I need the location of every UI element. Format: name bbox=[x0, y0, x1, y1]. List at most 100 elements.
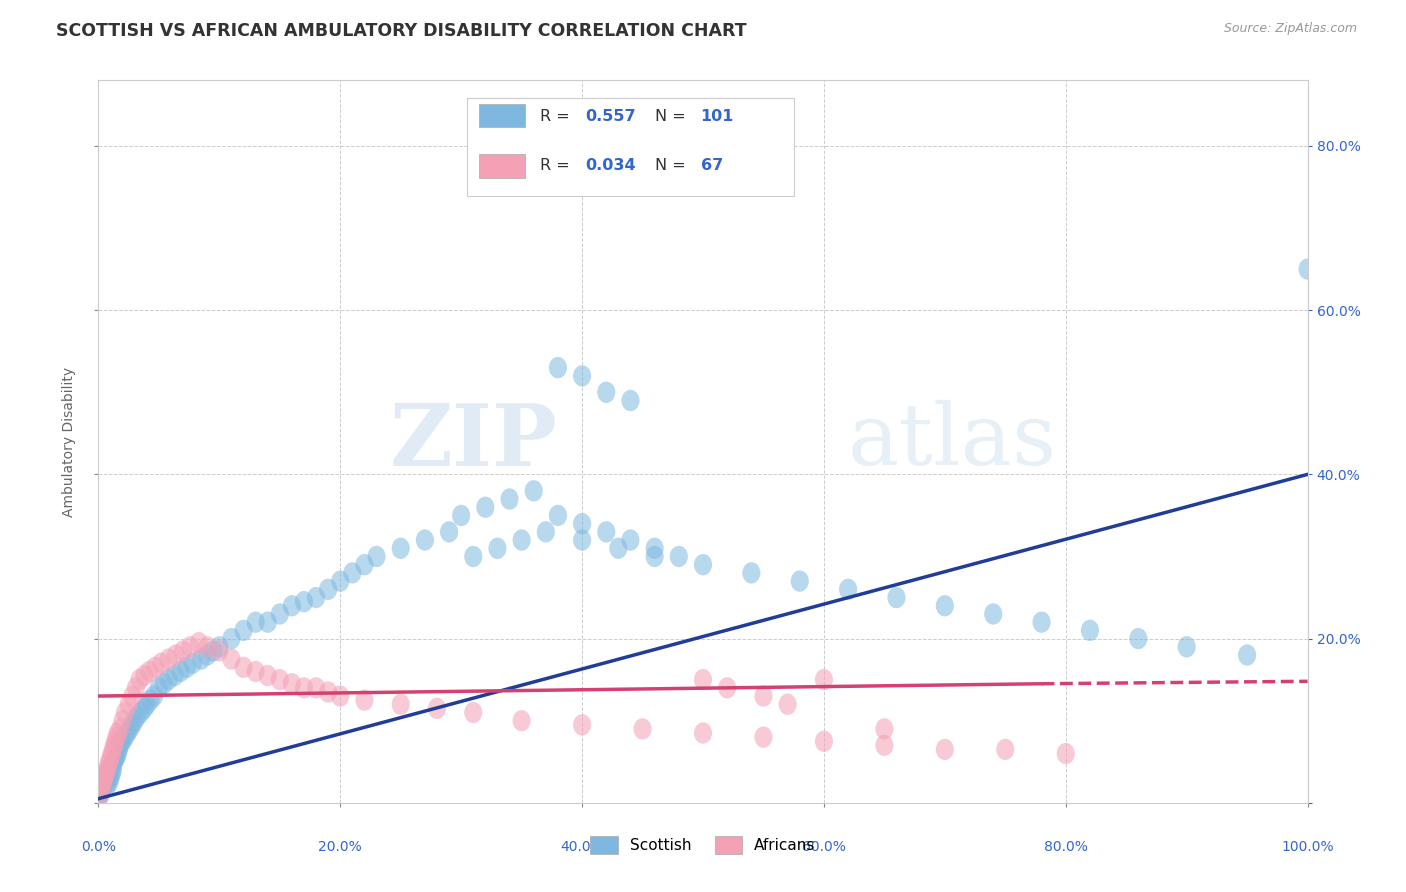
Ellipse shape bbox=[211, 640, 228, 662]
Ellipse shape bbox=[477, 497, 495, 518]
Ellipse shape bbox=[125, 710, 143, 731]
Ellipse shape bbox=[104, 756, 122, 777]
Ellipse shape bbox=[103, 743, 121, 764]
Ellipse shape bbox=[114, 731, 132, 752]
Ellipse shape bbox=[332, 685, 349, 706]
Ellipse shape bbox=[98, 772, 115, 793]
Ellipse shape bbox=[392, 538, 409, 559]
Ellipse shape bbox=[669, 546, 688, 567]
Ellipse shape bbox=[94, 767, 112, 789]
Ellipse shape bbox=[96, 767, 114, 789]
Ellipse shape bbox=[695, 723, 711, 744]
Ellipse shape bbox=[94, 776, 112, 797]
Ellipse shape bbox=[367, 546, 385, 567]
Ellipse shape bbox=[598, 521, 616, 542]
Ellipse shape bbox=[440, 521, 458, 542]
Ellipse shape bbox=[98, 759, 115, 780]
Ellipse shape bbox=[100, 751, 118, 772]
Ellipse shape bbox=[152, 653, 170, 673]
FancyBboxPatch shape bbox=[479, 154, 526, 178]
Ellipse shape bbox=[104, 759, 122, 780]
Ellipse shape bbox=[211, 636, 228, 657]
Ellipse shape bbox=[107, 731, 124, 752]
Ellipse shape bbox=[114, 710, 132, 731]
Ellipse shape bbox=[93, 772, 111, 793]
Ellipse shape bbox=[142, 690, 159, 711]
Ellipse shape bbox=[141, 661, 159, 682]
Text: ZIP: ZIP bbox=[389, 400, 558, 483]
Ellipse shape bbox=[936, 739, 953, 760]
FancyBboxPatch shape bbox=[479, 103, 526, 128]
Ellipse shape bbox=[501, 488, 519, 509]
Ellipse shape bbox=[271, 603, 288, 624]
Ellipse shape bbox=[104, 739, 122, 760]
Ellipse shape bbox=[91, 776, 110, 797]
Ellipse shape bbox=[453, 505, 470, 526]
Ellipse shape bbox=[295, 677, 314, 698]
Ellipse shape bbox=[105, 751, 124, 772]
Ellipse shape bbox=[124, 685, 142, 706]
Ellipse shape bbox=[112, 731, 131, 752]
Ellipse shape bbox=[222, 628, 240, 649]
Ellipse shape bbox=[198, 644, 217, 665]
Ellipse shape bbox=[876, 735, 893, 756]
Ellipse shape bbox=[488, 538, 506, 559]
Ellipse shape bbox=[513, 529, 530, 550]
Text: R =: R = bbox=[540, 109, 575, 124]
Ellipse shape bbox=[150, 677, 167, 698]
Text: 100.0%: 100.0% bbox=[1281, 840, 1334, 855]
Ellipse shape bbox=[110, 739, 128, 760]
Ellipse shape bbox=[887, 587, 905, 608]
Ellipse shape bbox=[91, 780, 110, 801]
Ellipse shape bbox=[718, 677, 737, 698]
Ellipse shape bbox=[177, 657, 195, 678]
Ellipse shape bbox=[93, 776, 111, 797]
Ellipse shape bbox=[1129, 628, 1147, 649]
Ellipse shape bbox=[839, 579, 858, 600]
Ellipse shape bbox=[598, 382, 616, 403]
Ellipse shape bbox=[107, 747, 125, 768]
Ellipse shape bbox=[695, 554, 711, 575]
Text: 101: 101 bbox=[700, 109, 734, 124]
Ellipse shape bbox=[283, 673, 301, 694]
Ellipse shape bbox=[319, 681, 337, 703]
Ellipse shape bbox=[97, 767, 115, 789]
Ellipse shape bbox=[107, 747, 124, 768]
Text: atlas: atlas bbox=[848, 400, 1057, 483]
Ellipse shape bbox=[115, 702, 134, 723]
Ellipse shape bbox=[307, 587, 325, 608]
Ellipse shape bbox=[193, 648, 211, 670]
Ellipse shape bbox=[96, 767, 114, 789]
Text: N =: N = bbox=[655, 109, 690, 124]
Ellipse shape bbox=[283, 595, 301, 616]
Ellipse shape bbox=[246, 661, 264, 682]
Ellipse shape bbox=[184, 653, 202, 673]
Ellipse shape bbox=[101, 747, 120, 768]
Ellipse shape bbox=[97, 764, 115, 785]
Ellipse shape bbox=[392, 694, 409, 715]
Text: N =: N = bbox=[655, 158, 690, 173]
Ellipse shape bbox=[742, 562, 761, 583]
Ellipse shape bbox=[120, 694, 138, 715]
Ellipse shape bbox=[128, 706, 146, 727]
Ellipse shape bbox=[356, 554, 374, 575]
Ellipse shape bbox=[94, 772, 112, 793]
Ellipse shape bbox=[356, 690, 374, 711]
Ellipse shape bbox=[155, 673, 173, 694]
Ellipse shape bbox=[115, 726, 134, 747]
Ellipse shape bbox=[548, 357, 567, 378]
Ellipse shape bbox=[997, 739, 1014, 760]
Ellipse shape bbox=[779, 694, 797, 715]
Ellipse shape bbox=[98, 756, 117, 777]
Ellipse shape bbox=[198, 636, 217, 657]
Ellipse shape bbox=[427, 698, 446, 719]
Ellipse shape bbox=[343, 562, 361, 583]
Ellipse shape bbox=[574, 513, 591, 534]
Ellipse shape bbox=[91, 784, 110, 805]
Ellipse shape bbox=[319, 579, 337, 600]
Text: Source: ZipAtlas.com: Source: ZipAtlas.com bbox=[1223, 22, 1357, 36]
Ellipse shape bbox=[755, 726, 772, 747]
Ellipse shape bbox=[609, 538, 627, 559]
Text: 0.0%: 0.0% bbox=[82, 840, 115, 855]
Ellipse shape bbox=[513, 710, 530, 731]
